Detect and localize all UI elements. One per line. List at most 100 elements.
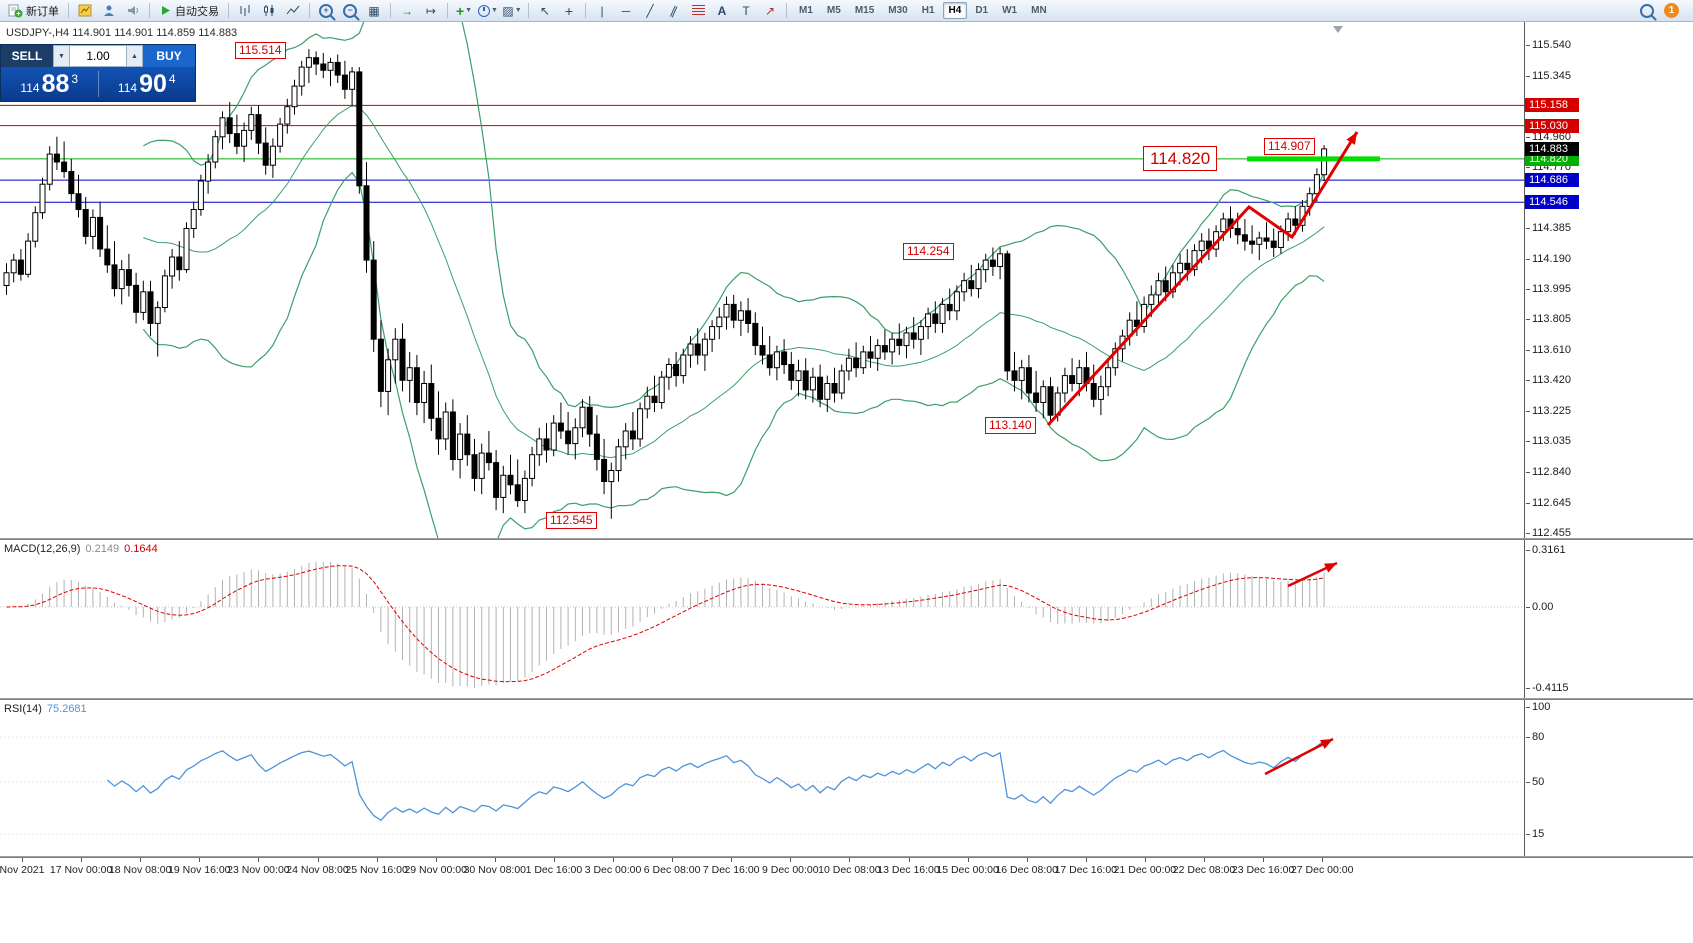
profiles-button[interactable] [98,2,120,20]
candle [824,383,831,400]
candle [903,332,910,347]
candle [291,85,298,108]
timeframe-mn-button[interactable]: MN [1031,5,1047,16]
tile-windows-button[interactable]: ▦ [363,2,385,20]
candle [61,161,68,173]
price-annotation[interactable]: 115.514 [235,42,286,59]
volume-input[interactable] [70,45,126,67]
zoom-in-button[interactable]: + [315,2,337,20]
new-chart-button[interactable] [74,2,96,20]
volume-down-button[interactable]: ▼ [53,45,70,67]
time-label: 1 Dec 16:00 [525,864,583,876]
trend-arrow[interactable] [1046,131,1359,427]
buy-button[interactable]: BUY [143,45,195,67]
clock-icon [478,4,491,17]
price-annotation[interactable]: 114.820 [1143,146,1218,171]
price-axis[interactable]: 115.540 115.345 114.960 114.770 114.385 114.1… [1525,22,1693,538]
candle [485,452,492,464]
candle [593,433,600,460]
candlestick-chart-button[interactable] [258,2,280,20]
alerts-button[interactable] [122,2,144,20]
candle [1184,262,1191,271]
price-annotation[interactable]: 112.545 [546,512,597,529]
timeframe-h1-button[interactable]: H1 [921,5,935,16]
candle [457,433,464,460]
auto-scroll-button[interactable]: → [396,2,418,20]
channel-button[interactable]: ∥ [663,2,685,20]
arrow-icon: ↗ [764,3,776,18]
profiles-icon [104,5,114,16]
candle [910,332,917,340]
macd-axis[interactable]: 0.3161 0.00 -0.4115 [1525,540,1693,698]
cursor-button[interactable]: ↖ [534,2,556,20]
sell-button[interactable]: SELL [1,45,53,67]
trend-arrow[interactable] [1264,737,1334,776]
price-chart-plot[interactable] [0,22,1525,538]
auto-trading-button[interactable]: 自动交易 [155,2,223,20]
time-axis[interactable]: Nov 2021 17 Nov 00:00 18 Nov 08:00 19 Nov 1… [0,858,1693,880]
candle [565,430,572,445]
sell-price[interactable]: 114 88 3 [1,69,98,99]
zoom-out-button[interactable]: − [339,2,361,20]
time-tick [790,858,792,862]
notification-badge[interactable]: 1 [1664,3,1679,18]
chart-shift-button[interactable]: ↦ [420,2,442,20]
rsi-label: RSI(14) 75.2681 [4,703,87,715]
time-label: 23 Nov 00:00 [227,864,290,876]
volume-up-button[interactable]: ▲ [126,45,143,67]
panel-separator[interactable] [0,698,1693,700]
templates-button[interactable]: ▨ ▼ [501,2,523,20]
candle [32,212,39,242]
trendline-button[interactable]: ╱ [639,2,661,20]
vertical-line-button[interactable]: | [591,2,613,20]
horizontal-line-button[interactable]: ─ [615,2,637,20]
candle [701,338,708,356]
candle [802,370,809,391]
new-order-button[interactable]: 新订单 [4,2,63,20]
time-tick [317,858,319,862]
time-tick [140,858,142,862]
periods-button[interactable]: ▼ [477,2,499,20]
timeframe-h4-button[interactable]: H4 [942,2,968,19]
price-tick: 112.455 [1526,527,1571,538]
rsi-plot[interactable] [0,700,1525,856]
price-annotation[interactable]: 114.907 [1264,138,1315,155]
indicators-button[interactable]: + ▼ [453,2,475,20]
line-chart-button[interactable] [282,2,304,20]
buy-price[interactable]: 114 90 4 [99,69,196,99]
candle [1285,218,1292,233]
macd-signal-line [6,565,1325,683]
candle [1169,272,1176,293]
search-button[interactable] [1640,3,1654,18]
timeframe-m15-button[interactable]: M15 [854,5,875,16]
price-annotation[interactable]: 113.140 [985,417,1036,434]
candle [781,351,788,366]
price-annotation[interactable]: 114.254 [903,243,954,260]
timeframe-d1-button[interactable]: D1 [975,5,989,16]
timeframe-m5-button[interactable]: M5 [826,5,841,16]
timeframe-w1-button[interactable]: W1 [1002,5,1018,16]
timeframe-m1-button[interactable]: M1 [799,5,813,16]
text-tool-button[interactable]: A [711,2,733,20]
candle [874,345,881,359]
panel-separator[interactable] [0,538,1693,540]
arrows-tool-button[interactable]: ↗ [759,2,781,20]
candle [10,259,17,274]
macd-plot[interactable] [0,540,1525,698]
fibonacci-button[interactable] [687,2,709,20]
price-tick: 115.540 [1526,39,1571,51]
toolbar: 新订单 自动交易 + − ▦ → ↦ + ▼ ▼ ▨ ▼ ↖ + | ─ ╱ ∥ [0,0,1693,22]
rsi-axis[interactable]: 100 80 50 15 [1525,700,1693,856]
candle [68,171,75,195]
new-order-icon [8,4,23,18]
candle [255,114,262,144]
timeframe-m30-button[interactable]: M30 [888,5,908,16]
text-label-button[interactable]: T [735,2,757,20]
candle [521,477,528,501]
candle [305,57,312,68]
bar-chart-button[interactable] [234,2,256,20]
time-tick [494,858,496,862]
crosshair-button[interactable]: + [558,2,580,20]
panel-separator[interactable] [0,856,1693,858]
candle [1313,174,1320,195]
